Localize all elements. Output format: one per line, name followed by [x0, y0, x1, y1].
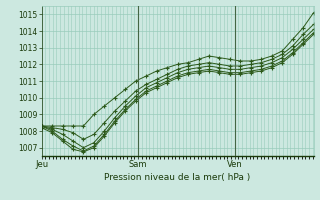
- X-axis label: Pression niveau de la mer( hPa ): Pression niveau de la mer( hPa ): [104, 173, 251, 182]
